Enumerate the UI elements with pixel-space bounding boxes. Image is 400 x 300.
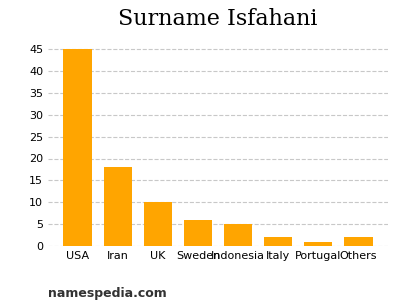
Bar bbox=[304, 242, 332, 246]
Text: namespedia.com: namespedia.com bbox=[48, 287, 167, 300]
Bar bbox=[184, 220, 212, 246]
Bar bbox=[264, 237, 292, 246]
Bar bbox=[144, 202, 172, 246]
Bar bbox=[344, 237, 372, 246]
Title: Surname Isfahani: Surname Isfahani bbox=[118, 8, 318, 30]
Bar bbox=[104, 167, 132, 246]
Bar bbox=[64, 49, 92, 246]
Bar bbox=[224, 224, 252, 246]
